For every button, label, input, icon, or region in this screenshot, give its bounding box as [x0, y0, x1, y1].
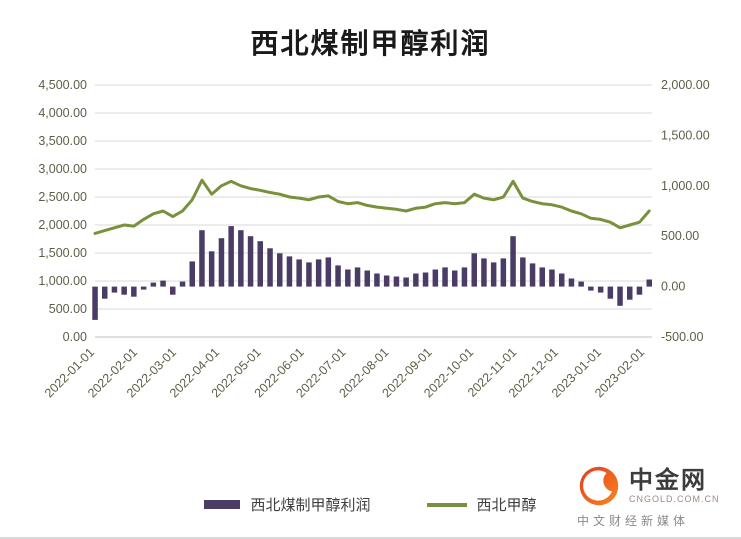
profit-bar — [636, 286, 643, 295]
cngold-logo: 中金网 CNGOLD.COM.CN 中文财经新媒体 — [577, 464, 727, 529]
profit-bar — [627, 286, 633, 300]
profit-bar — [510, 236, 516, 287]
logo-name: 中金网 — [629, 466, 707, 494]
left-axis-tick-label: 3,500.00 — [38, 134, 87, 148]
left-axis-tick-label: 1,500.00 — [38, 246, 87, 260]
legend-label-methanol: 西北甲醇 — [476, 497, 537, 514]
profit-bar — [500, 258, 507, 287]
chart-title: 西北煤制甲醇利润 — [250, 28, 491, 59]
left-axis-tick-label: 1,000.00 — [38, 274, 87, 288]
profit-bar — [306, 262, 312, 287]
profit-bar — [422, 272, 429, 287]
profit-bar — [218, 238, 225, 287]
profit-bar — [179, 281, 186, 287]
legend-item-methanol: 西北甲醇 — [426, 494, 537, 515]
chart-legend: 西北煤制甲醇利润 西北甲醇 — [0, 494, 741, 515]
profit-bar — [199, 230, 205, 287]
profit-bar — [160, 280, 166, 287]
profit-bar — [393, 276, 400, 287]
profit-bar — [529, 263, 536, 287]
profit-bar — [92, 286, 98, 320]
left-axis-tick-label: 4,500.00 — [38, 78, 87, 92]
profit-bar — [520, 257, 526, 287]
profit-bar — [208, 251, 215, 287]
profit-bar — [442, 267, 448, 287]
profit-bar — [471, 253, 477, 287]
methanol-price-line — [93, 178, 651, 235]
right-axis-tick-label: 500.00 — [661, 229, 699, 243]
left-axis-tick-label: 2,000.00 — [38, 218, 87, 232]
left-axis-tick-label: 3,000.00 — [38, 162, 87, 176]
profit-bar — [335, 265, 341, 287]
profit-bar — [432, 269, 439, 287]
profit-bar — [296, 259, 302, 287]
profit-bar — [189, 261, 195, 287]
profit-bar — [228, 226, 234, 287]
profit-bar — [461, 267, 468, 287]
profit-bar — [267, 248, 273, 287]
profit-bar — [490, 262, 497, 287]
profit-bar — [257, 241, 263, 287]
profit-bar — [315, 259, 322, 287]
profit-bar — [277, 253, 283, 287]
profit-bar — [452, 270, 458, 287]
profit-bar — [374, 273, 380, 287]
cngold-logo-icon — [579, 466, 619, 506]
right-axis-tick-label: 1,000.00 — [661, 179, 710, 193]
profit-bar — [413, 273, 419, 287]
profit-bar — [578, 281, 584, 287]
profit-bar — [568, 278, 575, 287]
bar-series-swatch — [204, 500, 241, 509]
profit-bar — [247, 236, 254, 287]
profit-bar — [617, 286, 623, 306]
right-axis-tick-label: 1,500.00 — [661, 128, 710, 142]
profit-bar — [646, 279, 652, 287]
profit-bar — [559, 273, 565, 287]
profit-bar — [170, 286, 176, 295]
line-series-swatch — [426, 502, 467, 507]
profit-bar — [383, 275, 390, 287]
profit-bar — [150, 282, 157, 287]
logo-tagline: 中文财经新媒体 — [577, 514, 690, 528]
right-axis-tick-label: 2,000.00 — [661, 78, 710, 92]
left-axis-tick-label: 2,500.00 — [38, 190, 87, 204]
logo-text: 中金网 CNGOLD.COM.CN — [629, 468, 720, 504]
profit-bar — [607, 286, 614, 299]
right-axis-tick-label: 0.00 — [661, 280, 685, 294]
legend-label-profit: 西北煤制甲醇利润 — [250, 497, 371, 514]
profit-bar — [354, 267, 361, 287]
profit-bar — [238, 230, 244, 287]
profit-bar — [131, 286, 137, 297]
profit-bar — [325, 257, 332, 287]
legend-item-profit: 西北煤制甲醇利润 — [204, 494, 371, 515]
profit-bar — [286, 256, 293, 287]
profit-bar — [549, 269, 555, 287]
profit-bar — [597, 286, 604, 293]
logo-domain: CNGOLD.COM.CN — [629, 494, 720, 505]
profit-bar — [140, 286, 147, 290]
right-axis-tick-label: -500.00 — [661, 330, 703, 344]
profit-bar — [481, 258, 487, 287]
profit-bar — [588, 286, 594, 291]
profit-bar — [345, 269, 351, 287]
profit-bar — [121, 286, 127, 295]
left-axis-tick-label: 4,000.00 — [38, 106, 87, 120]
profit-bar — [364, 270, 370, 287]
profit-bar — [403, 277, 409, 287]
left-axis-tick-label: 500.00 — [49, 302, 87, 316]
profit-bar — [539, 267, 545, 287]
profit-bar — [102, 286, 108, 299]
profit-chart: 4,500.00 4,000.00 3,500.00 3,000.00 2,500.00… — [38, 78, 710, 400]
profit-bar — [111, 286, 118, 293]
left-axis-tick-label: 0.00 — [63, 330, 87, 344]
